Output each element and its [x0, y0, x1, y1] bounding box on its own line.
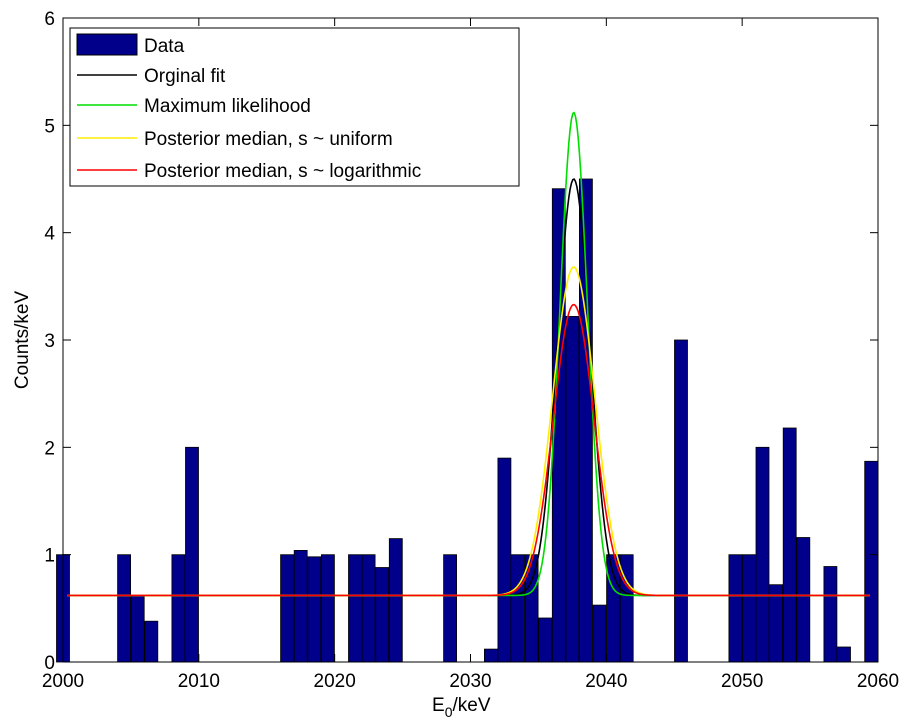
- bar: [674, 339, 688, 663]
- bar: [579, 178, 593, 663]
- bar: [144, 620, 159, 663]
- bar: [320, 554, 335, 663]
- x-tick-label: 2060: [857, 671, 899, 692]
- bar: [185, 446, 199, 663]
- y-tick-label: 1: [44, 546, 55, 567]
- x-axis-label-main: E: [432, 695, 445, 716]
- bar: [592, 604, 607, 663]
- bar: [742, 554, 756, 663]
- y-tick-label: 2: [44, 438, 55, 459]
- legend-label-maximum-likelihood: Maximum likelihood: [144, 96, 311, 117]
- x-tick-label: 2030: [449, 671, 491, 692]
- curves-layer: [67, 111, 870, 597]
- bars-layer: [56, 178, 879, 663]
- bar: [796, 537, 811, 663]
- bar: [823, 566, 838, 663]
- bar: [511, 554, 525, 663]
- bar: [864, 460, 879, 663]
- x-tick-label: 2000: [42, 671, 84, 692]
- x-axis-label-sub: 0: [445, 704, 453, 720]
- bar: [280, 554, 295, 663]
- legend-label-posterior-logarithmic: Posterior median, s ~ logarithmic: [144, 161, 421, 182]
- bar: [443, 554, 458, 663]
- y-tick-label: 4: [44, 224, 55, 245]
- bar: [538, 617, 553, 663]
- bar: [307, 556, 322, 663]
- legend-label-posterior-uniform: Posterior median, s ~ uniform: [144, 129, 393, 150]
- y-tick-label: 5: [44, 116, 55, 137]
- bar: [130, 595, 145, 663]
- bar: [388, 538, 403, 663]
- y-axis-label: Counts/keV: [12, 291, 33, 390]
- bar: [837, 646, 851, 663]
- bar: [348, 554, 362, 663]
- bar: [728, 554, 743, 663]
- bar: [361, 554, 376, 663]
- bar: [171, 554, 186, 663]
- bar: [769, 584, 783, 663]
- bar: [755, 446, 770, 663]
- x-tick-label: 2050: [721, 671, 763, 692]
- bar: [565, 315, 580, 663]
- legend-label-original-fit: Orginal fit: [144, 66, 226, 87]
- legend-swatch-data: [76, 33, 138, 56]
- x-axis-label: E0/keV: [432, 695, 491, 720]
- y-axis: 0 1 2 3 4 5 6: [44, 9, 878, 674]
- legend-label-data: Data: [144, 36, 185, 57]
- bar: [782, 427, 797, 663]
- x-tick-label: 2020: [314, 671, 356, 692]
- x-axis: 2000 2010 2020 2030 2040 2050 2060: [42, 18, 899, 692]
- bar: [524, 554, 539, 663]
- bar: [117, 554, 131, 663]
- x-axis-label-unit: /keV: [452, 695, 490, 716]
- legend: Data Orginal fit Maximum likelihood Post…: [69, 27, 520, 187]
- series-line: [67, 303, 870, 597]
- y-tick-label: 3: [44, 331, 55, 352]
- bar: [375, 567, 390, 663]
- bar: [483, 648, 498, 663]
- x-tick-label: 2040: [585, 671, 627, 692]
- legend-box: [69, 27, 520, 187]
- x-tick-label: 2010: [178, 671, 220, 692]
- y-tick-label: 6: [44, 9, 55, 30]
- bar: [497, 457, 512, 663]
- y-tick-label: 0: [44, 653, 55, 674]
- bar: [293, 550, 308, 663]
